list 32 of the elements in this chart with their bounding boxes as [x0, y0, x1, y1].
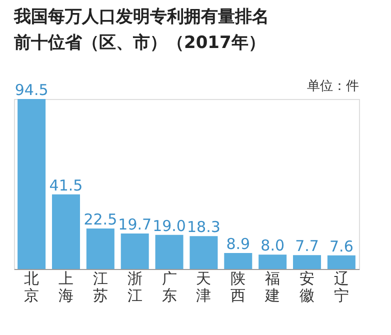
data-label: 41.5: [49, 176, 83, 194]
x-tick-label: 上海: [58, 270, 74, 304]
data-label: 19.0: [152, 216, 186, 235]
x-tick-label: 安徽: [300, 270, 315, 304]
bar: [293, 255, 322, 269]
bar: [190, 236, 218, 269]
x-tick-label: 福建: [264, 270, 280, 304]
data-label: 7.6: [330, 237, 354, 256]
x-tick-label: 广东: [162, 270, 177, 304]
data-label: 19.7: [118, 216, 152, 234]
bar: [224, 252, 252, 269]
data-label: 8.0: [260, 236, 285, 255]
bar: [155, 234, 184, 269]
x-tick-label: 浙江: [127, 270, 142, 304]
bar: [258, 254, 287, 269]
data-label: 8.9: [226, 234, 250, 253]
text: 单位：件: [307, 79, 359, 94]
bar: [86, 228, 114, 269]
bar: [18, 99, 46, 269]
bar: [327, 255, 356, 269]
data-label: 7.7: [295, 237, 319, 256]
data-label: 22.5: [84, 210, 118, 229]
x-tick-label: 北京: [24, 270, 40, 304]
data-label: 94.5: [14, 81, 48, 99]
x-tick-label: 陕西: [230, 270, 246, 304]
x-tick-label: 江苏: [92, 270, 108, 304]
x-tick-label: 天津: [196, 270, 212, 304]
chart-title: 我国每万人口发明专利拥有量排名前十位省（区、市）（2017年）: [13, 7, 269, 53]
bar: [52, 194, 80, 269]
x-tick-label: 辽宁: [334, 270, 349, 304]
data-label: 18.3: [187, 218, 220, 236]
bar: [120, 234, 149, 269]
